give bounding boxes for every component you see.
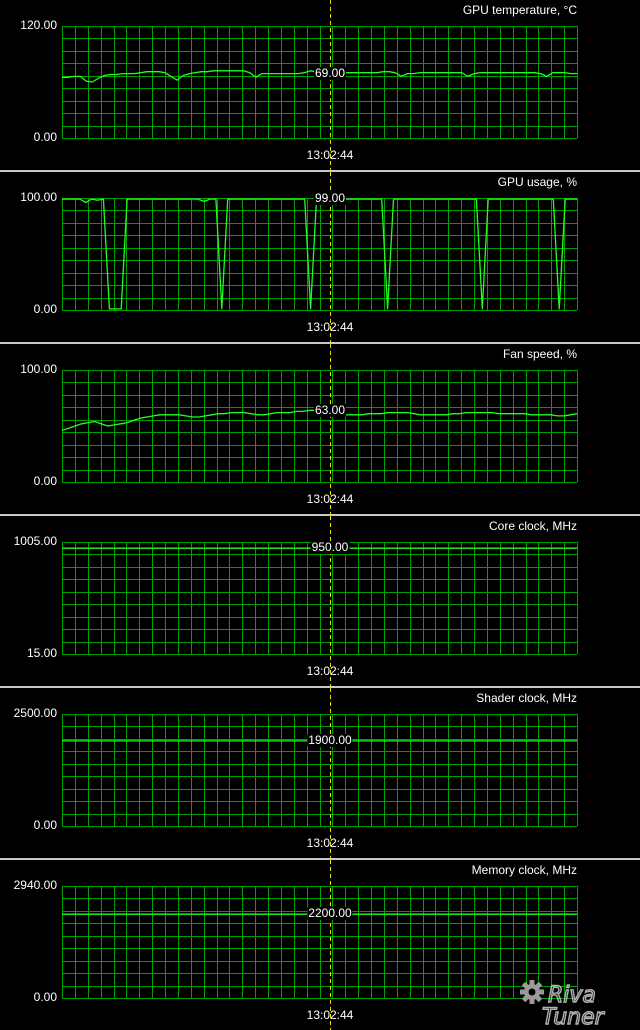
cursor-time-label: 13:02:44 <box>306 492 354 506</box>
gpu-temperature-title: GPU temperature, °C <box>462 3 577 17</box>
cursor-time-label: 13:02:44 <box>306 664 354 678</box>
cursor-time-label: 13:02:44 <box>306 148 354 162</box>
panel-divider <box>0 514 640 516</box>
panel-divider <box>0 686 640 688</box>
fan-speed-chart <box>61 344 578 514</box>
fan-speed-panel: Fan speed, % 100.00 0.00 13:02:44 63.00 <box>0 344 640 514</box>
cursor-time-label: 13:02:44 <box>306 836 354 850</box>
y-min-label: 0.00 <box>33 818 57 832</box>
cursor-time-label: 13:02:44 <box>306 320 354 334</box>
watermark-text: Tuner <box>542 1005 606 1028</box>
gpu-temperature-chart <box>62 0 578 170</box>
panel-divider <box>0 170 640 172</box>
y-max-label: 120.00 <box>20 18 57 32</box>
cursor-value-label: 69.00 <box>313 66 347 80</box>
y-max-label: 2940.00 <box>13 878 57 892</box>
shader-clock-chart <box>62 688 578 858</box>
cursor-value-label: 1900.00 <box>307 733 353 747</box>
memory-clock-panel: Memory clock, MHz 2940.00 0.00 13:02:44 2200… <box>0 860 640 1030</box>
y-min-label: 0.00 <box>33 990 57 1004</box>
cursor-time-label: 13:02:44 <box>306 1008 354 1022</box>
y-min-label: 15.00 <box>26 646 57 660</box>
shader-clock-panel: Shader clock, MHz 2500.00 0.00 13:02:44 1900… <box>0 688 640 858</box>
cursor-value-label: 63.00 <box>313 403 347 417</box>
y-max-label: 1005.00 <box>13 534 57 548</box>
y-max-label: 100.00 <box>20 362 57 376</box>
gear-icon <box>520 980 544 1004</box>
core-clock-chart <box>62 516 578 686</box>
gpu-usage-title: GPU usage, % <box>497 175 577 189</box>
y-min-label: 0.00 <box>33 302 57 316</box>
core-clock-panel: Core clock, MHz 1005.00 15.00 13:02:44 950.0… <box>0 516 640 686</box>
core-clock-title: Core clock, MHz <box>488 519 577 533</box>
gpu-temperature-panel: GPU temperature, °C 120.00 0.00 13:02:44 69.… <box>0 0 640 170</box>
cursor-value-label: 2200.00 <box>307 906 353 920</box>
memory-clock-title: Memory clock, MHz <box>471 863 577 877</box>
fan-speed-title: Fan speed, % <box>502 347 577 361</box>
y-min-label: 0.00 <box>33 130 57 144</box>
panel-divider <box>0 858 640 860</box>
cursor-value-label: 950.00 <box>310 540 350 554</box>
y-max-label: 100.00 <box>20 190 57 204</box>
y-min-label: 0.00 <box>33 474 57 488</box>
cursor-value-label: 99.00 <box>313 191 347 205</box>
shader-clock-title: Shader clock, MHz <box>476 691 577 705</box>
watermark-text: Riva <box>548 983 596 1008</box>
gpu-usage-panel: GPU usage, % 100.00 0.00 13:02:44 99.00 <box>0 172 640 342</box>
panel-divider <box>0 342 640 344</box>
y-max-label: 2500.00 <box>13 706 57 720</box>
